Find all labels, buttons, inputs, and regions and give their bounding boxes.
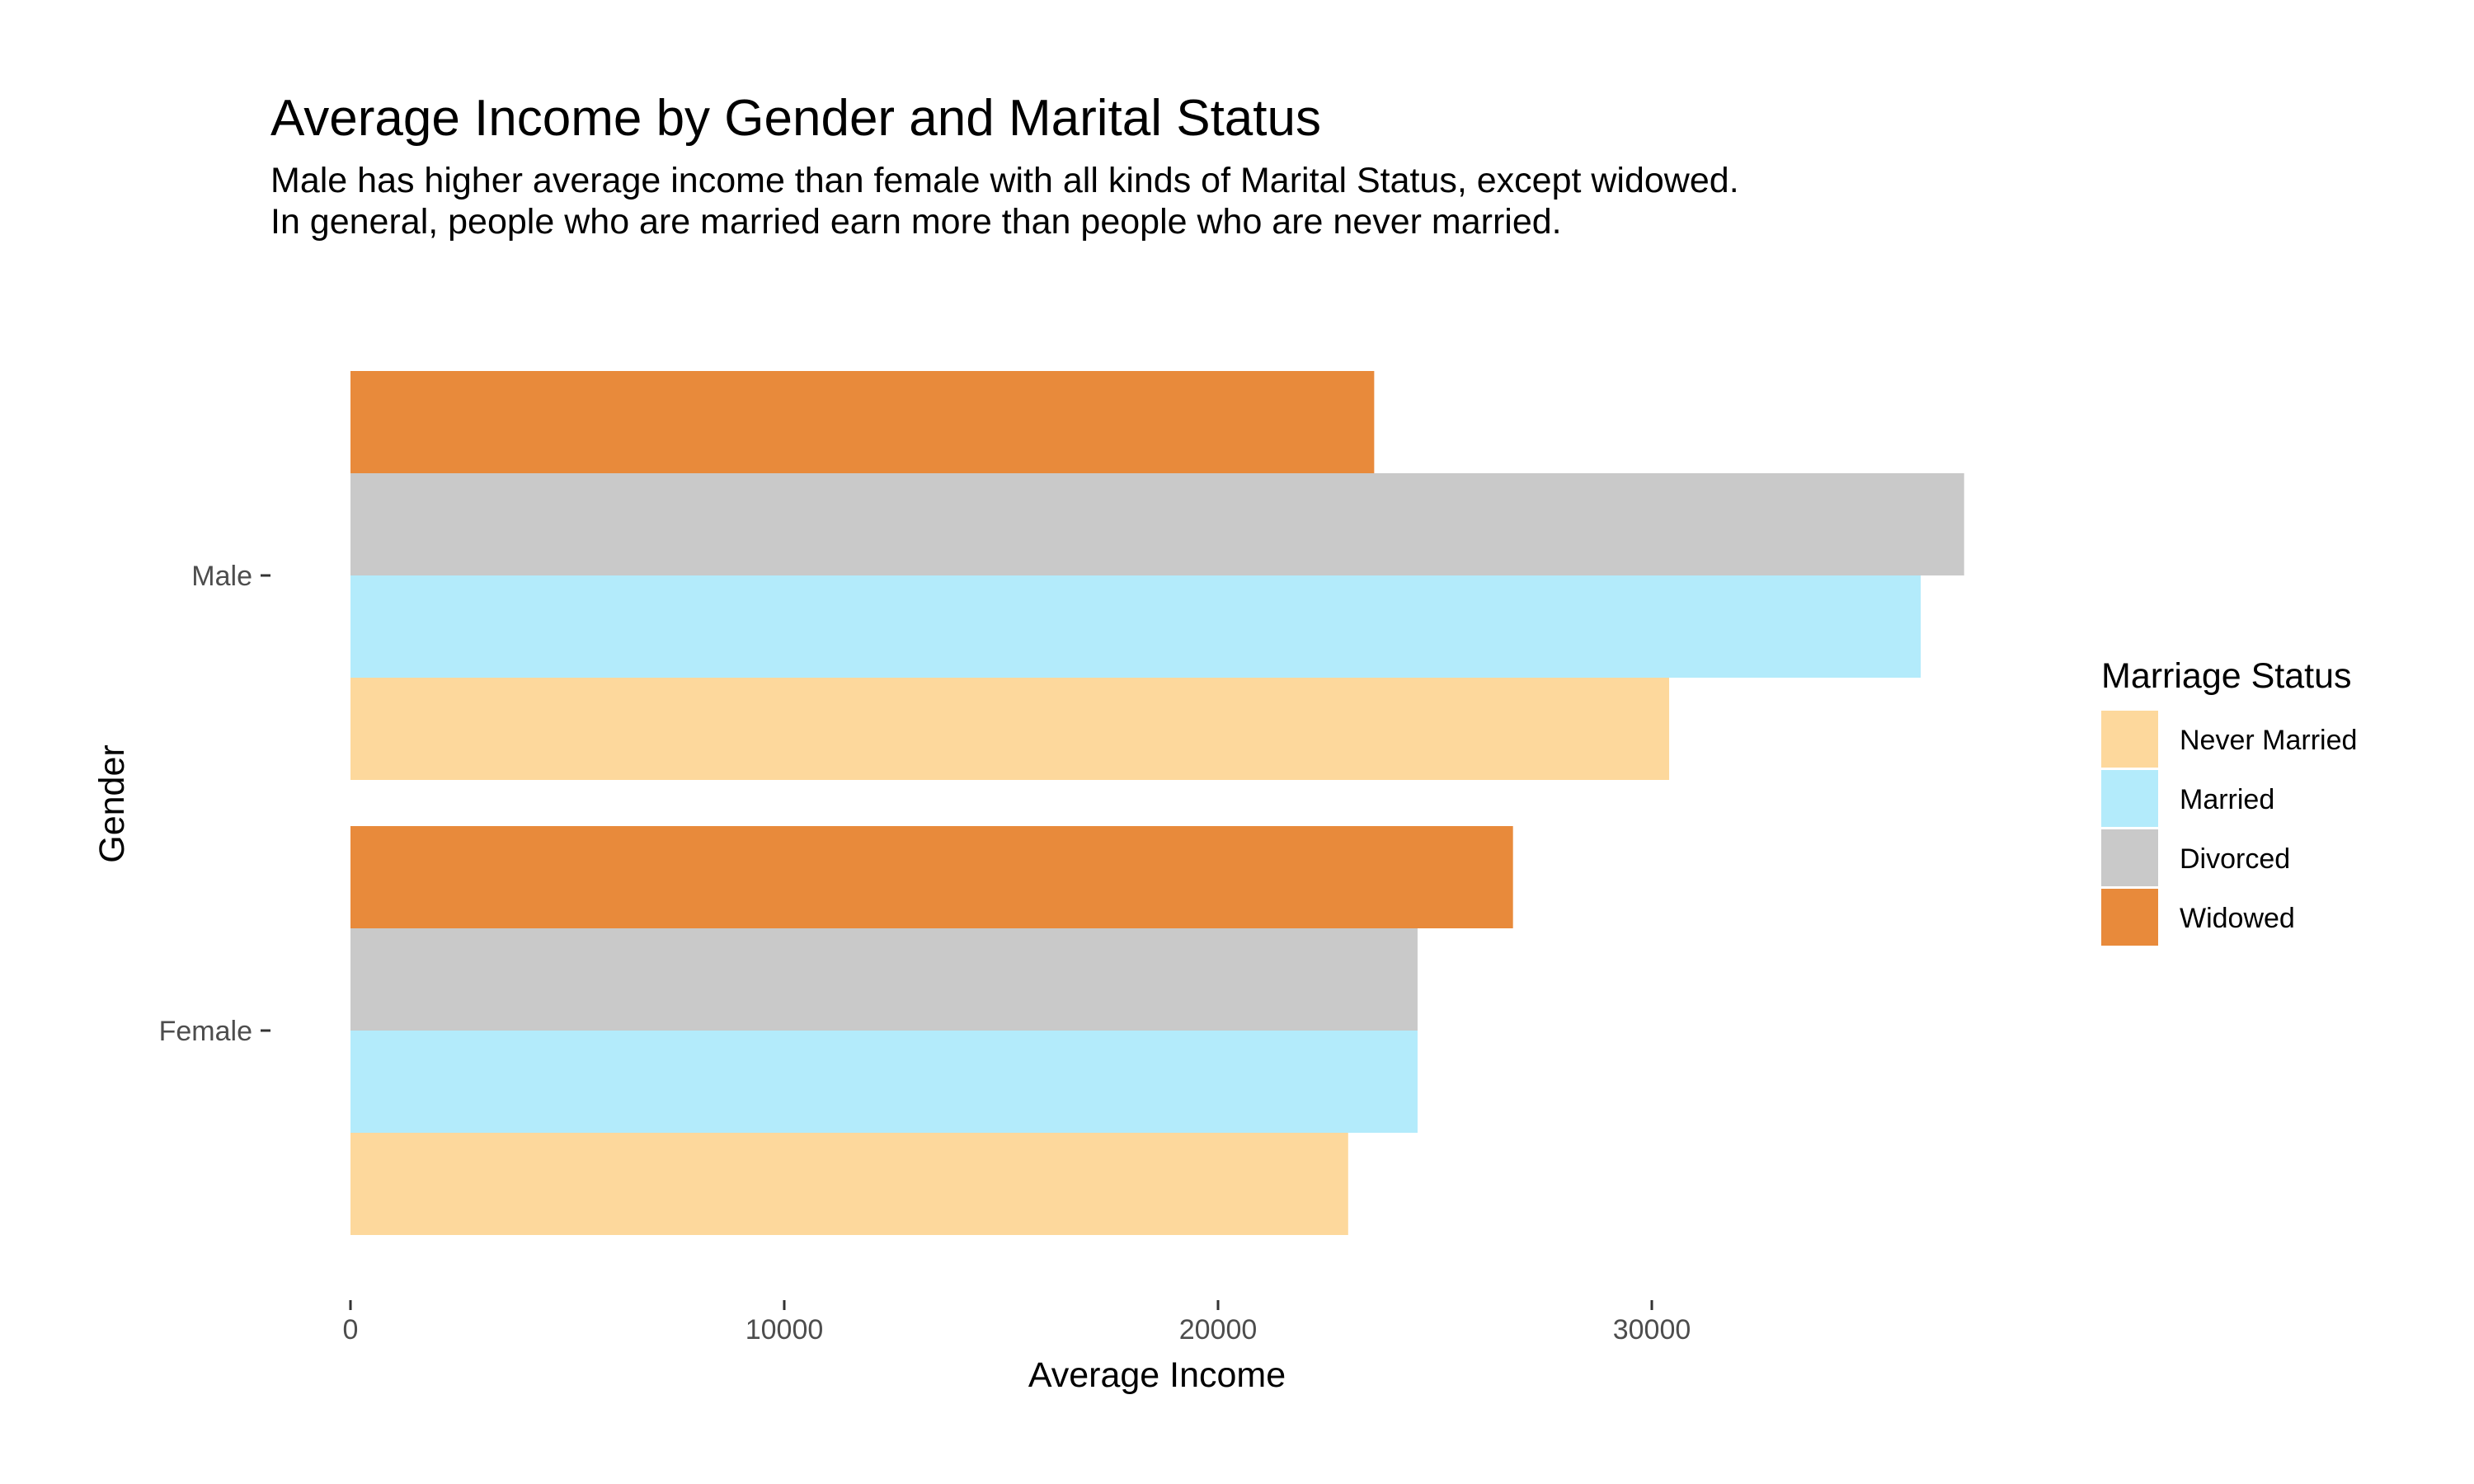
x-tick-label-30000: 30000 [1613, 1314, 1691, 1345]
x-axis-title: Average Income [1028, 1355, 1286, 1395]
bar-male-married [350, 575, 1921, 678]
bar-male-widowed [350, 371, 1375, 473]
y-axis: Male Female [159, 561, 270, 1047]
legend-label-never-married: Never Married [2180, 725, 2357, 756]
bars-layer [350, 371, 1964, 1235]
bar-female-married [350, 1031, 1418, 1133]
legend-key-married [2101, 770, 2158, 827]
y-axis-title: Gender [92, 744, 132, 862]
chart-subtitle: Male has higher average income than fema… [270, 161, 1739, 242]
bar-male-never-married [350, 678, 1670, 780]
legend-label-married: Married [2180, 784, 2274, 815]
bar-female-divorced [350, 928, 1418, 1031]
legend-label-divorced: Divorced [2180, 843, 2290, 875]
chart-title: Average Income by Gender and Marital Sta… [270, 90, 1321, 147]
x-axis: 0 10000 20000 30000 [343, 1300, 1691, 1345]
x-tick-label-10000: 10000 [745, 1314, 824, 1345]
legend-key-never-married [2101, 711, 2158, 768]
legend-key-widowed [2101, 889, 2158, 946]
legend-title: Marriage Status [2101, 656, 2352, 696]
y-tick-label-female: Female [159, 1016, 252, 1047]
legend: Marriage Status Never Married Married Divo… [2101, 656, 2357, 946]
x-tick-label-0: 0 [343, 1314, 359, 1345]
bar-male-divorced [350, 473, 1964, 575]
legend-key-divorced [2101, 829, 2158, 886]
y-tick-label-male: Male [191, 561, 252, 592]
x-tick-label-20000: 20000 [1179, 1314, 1258, 1345]
bar-female-widowed [350, 826, 1513, 928]
legend-label-widowed: Widowed [2180, 903, 2295, 934]
bar-female-never-married [350, 1133, 1348, 1235]
